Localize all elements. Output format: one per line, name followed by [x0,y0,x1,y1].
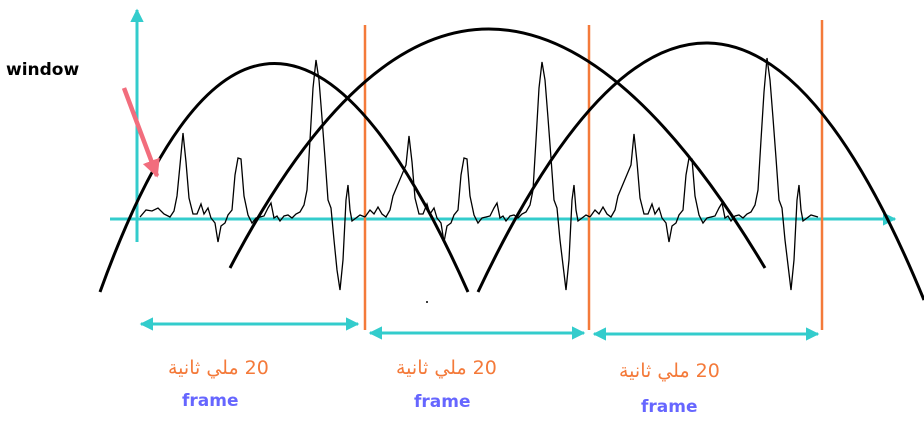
window-curve-3 [476,41,924,301]
window-curve-2 [228,27,767,269]
window-label: window [6,60,80,80]
speech-signal [139,57,819,291]
speech-signal-segment-3 [589,57,819,291]
speech-signal-segment-2 [364,61,591,291]
frame-duration-label-2: 20 ملي ثانية [396,357,497,379]
frame-name-label-1: frame [182,391,239,411]
frame-duration-label-3: 20 ملي ثانية [619,360,720,382]
stray-dot [426,301,428,303]
window-pointer-arrow [121,87,160,178]
speech-signal-segment-1 [139,59,366,291]
window-curve-1 [98,62,470,293]
frame-name-label-3: frame [641,397,698,417]
frame-duration-label-1: 20 ملي ثانية [168,357,269,379]
frame-name-label-2: frame [414,392,471,412]
